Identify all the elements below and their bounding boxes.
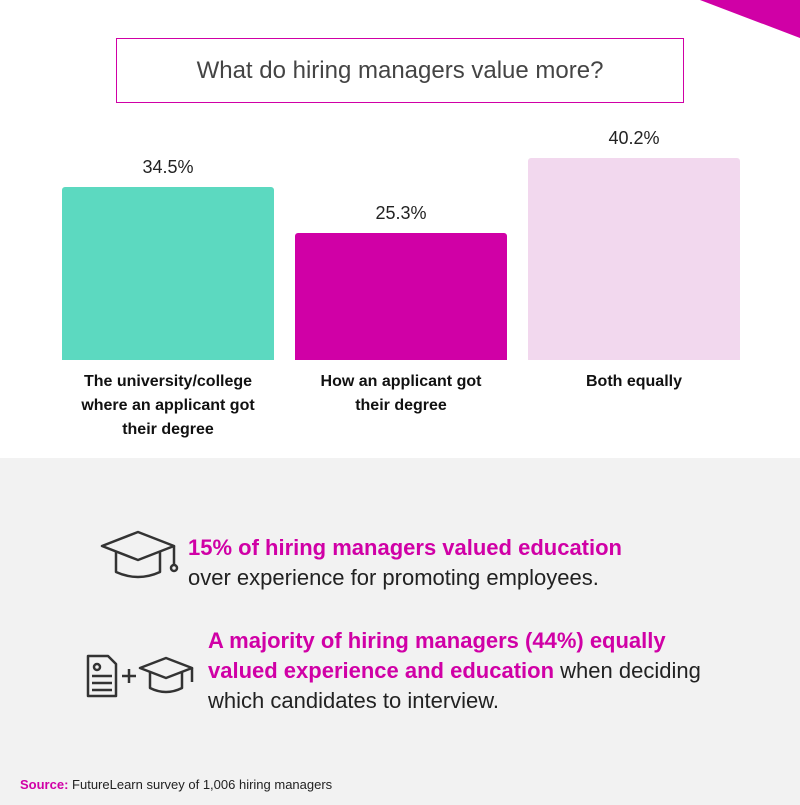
chart-title: What do hiring managers value more? [116, 38, 684, 103]
cv-plus-cap-icon [86, 654, 194, 698]
callout-text: over experience for promoting employees. [188, 565, 599, 590]
corner-accent [700, 0, 800, 38]
bar [295, 232, 507, 360]
value-label: 40.2% [608, 128, 660, 148]
callout: A majority of hiring managers (44%) equa… [208, 626, 728, 716]
callout-highlight: 15% of hiring managers valued education [188, 535, 622, 560]
callout-highlight: A majority of hiring managers (44%) equa… [208, 628, 666, 683]
source: Source: FutureLearn survey of 1,006 hiri… [20, 777, 332, 792]
cap-icon [100, 530, 179, 579]
source-text: FutureLearn survey of 1,006 hiring manag… [72, 777, 333, 792]
notes-panel [0, 458, 800, 805]
x-tick-label: How an applicant got their degree [320, 373, 482, 414]
callout-text: when deciding which candidates to interv… [208, 658, 701, 713]
value-label: 25.3% [375, 202, 427, 223]
bar [528, 158, 740, 360]
x-tick-label: Both equally [585, 373, 682, 390]
value-label: 34.5% [142, 156, 194, 177]
source-label: Source: [20, 777, 69, 792]
x-tick-label: The university/college where an applican… [81, 373, 255, 438]
bar [62, 186, 274, 360]
callout: 15% of hiring managers valued education o… [188, 533, 748, 593]
